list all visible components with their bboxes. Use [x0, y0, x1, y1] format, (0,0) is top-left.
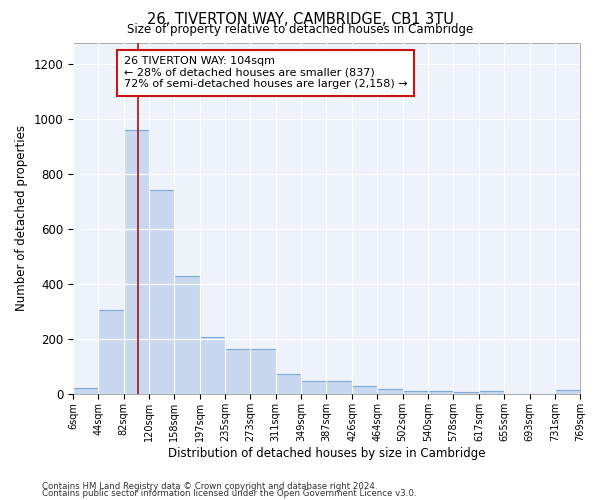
Bar	[301, 380, 326, 394]
Text: 26, TIVERTON WAY, CAMBRIDGE, CB1 3TU: 26, TIVERTON WAY, CAMBRIDGE, CB1 3TU	[146, 12, 454, 28]
X-axis label: Distribution of detached houses by size in Cambridge: Distribution of detached houses by size …	[168, 447, 485, 460]
Text: 26 TIVERTON WAY: 104sqm
← 28% of detached houses are smaller (837)
72% of semi-d: 26 TIVERTON WAY: 104sqm ← 28% of detache…	[124, 56, 407, 90]
Bar	[250, 349, 275, 395]
Bar	[225, 349, 250, 395]
Bar	[174, 276, 200, 394]
Bar	[352, 386, 377, 394]
Bar	[326, 380, 352, 394]
Text: Contains HM Land Registry data © Crown copyright and database right 2024.: Contains HM Land Registry data © Crown c…	[42, 482, 377, 491]
Bar	[428, 391, 453, 394]
Bar	[453, 392, 479, 394]
Bar	[479, 391, 504, 394]
Bar	[124, 130, 149, 394]
Bar	[98, 310, 124, 394]
Bar	[275, 374, 301, 394]
Bar	[555, 390, 580, 394]
Y-axis label: Number of detached properties: Number of detached properties	[15, 126, 28, 312]
Bar	[73, 388, 98, 394]
Bar	[200, 336, 225, 394]
Bar	[149, 190, 174, 394]
Bar	[403, 391, 428, 394]
Bar	[377, 390, 403, 394]
Text: Size of property relative to detached houses in Cambridge: Size of property relative to detached ho…	[127, 24, 473, 36]
Text: Contains public sector information licensed under the Open Government Licence v3: Contains public sector information licen…	[42, 490, 416, 498]
